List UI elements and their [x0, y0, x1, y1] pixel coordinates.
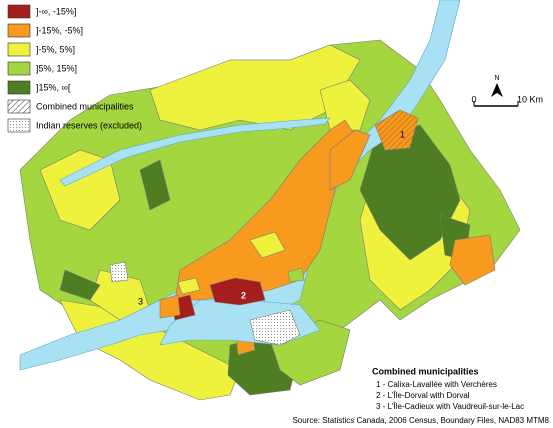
legend-swatch	[7, 99, 31, 114]
legend-swatch	[7, 42, 31, 57]
map-label: 3	[138, 296, 143, 306]
notes-box	[366, 363, 551, 415]
legend-swatch	[7, 80, 31, 95]
scale-label: 0	[471, 94, 476, 104]
legend-label: ]5%, 15%]	[36, 63, 77, 73]
legend-swatch	[7, 4, 31, 19]
notes-title: Combined municipalities	[372, 366, 479, 376]
scale-bar: 0 10 Km	[471, 94, 543, 107]
legend-swatch	[7, 23, 31, 38]
notes-item: 3 - L'Île-Cadieux with Vaudreuil-sur-le-…	[376, 402, 524, 411]
legend-label: Combined municipalities	[36, 101, 134, 111]
north-arrow-shape	[491, 83, 503, 97]
north-arrow: N	[491, 75, 503, 97]
notes-item: 2 - L'Île-Dorval with Dorval	[376, 391, 470, 400]
montreal-island	[159, 119, 371, 321]
legend-label: ]-15%, -5%]	[36, 25, 83, 35]
legend-label: ]15%, ∞[	[36, 82, 71, 92]
notes-item: 1 - Calixa-Lavallée with Verchères	[376, 380, 497, 389]
map-label: 2	[241, 290, 246, 300]
scale-label: 10 Km	[517, 94, 543, 104]
legend-swatch	[7, 61, 31, 76]
notes: Combined municipalities 1 - Calixa-Laval…	[366, 363, 551, 415]
legend-swatch	[7, 118, 31, 133]
reserve-area	[249, 309, 301, 346]
legend-label: ]-5%, 5%]	[36, 44, 75, 54]
legend: ]-∞, -15%] ]-15%, -5%] ]-5%, 5%] ]5%, 15…	[7, 4, 142, 133]
map-label: 1	[400, 129, 405, 139]
north-label: N	[494, 75, 499, 82]
reserve-area	[109, 261, 129, 283]
legend-label: Indian reserves (excluded)	[36, 120, 142, 130]
legend-label: ]-∞, -15%]	[36, 6, 76, 16]
source: Source: Statistics Canada, 2006 Census, …	[292, 416, 549, 425]
combined-area	[374, 109, 419, 151]
